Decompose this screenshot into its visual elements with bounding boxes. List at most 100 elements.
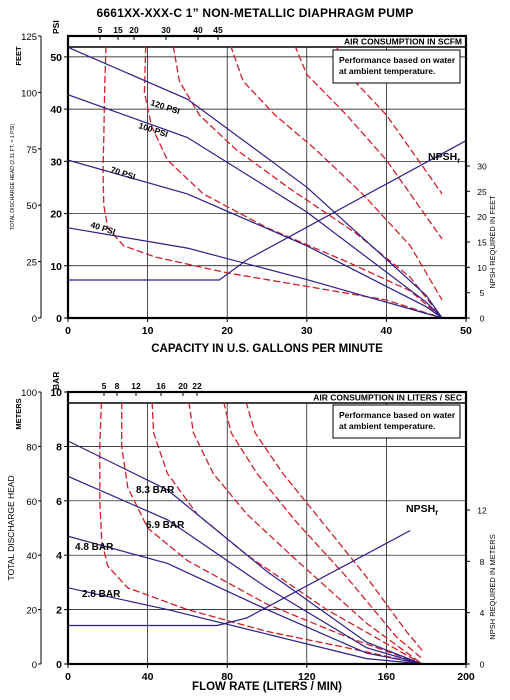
chart2-pressure-label: 4.8 BAR bbox=[75, 542, 114, 553]
chart2-right-tick-label: 0 bbox=[480, 660, 485, 670]
chart1-left-axis-2-label: PSI bbox=[51, 20, 61, 34]
chart1-right-tick-label: 25 bbox=[477, 187, 487, 197]
chart1-npsh-label: NPSHr bbox=[428, 151, 460, 165]
chart2-top-axis-label: AIR CONSUMPTION IN LITERS / SEC bbox=[313, 393, 462, 403]
chart1-npsh-label-main: NPSH bbox=[428, 151, 457, 163]
chart2-pressure-label: 8.3 BAR bbox=[136, 485, 175, 496]
chart1-x-axis-label: CAPACITY IN U.S. GALLONS PER MINUTE bbox=[151, 343, 383, 355]
chart1-pressure-curve bbox=[68, 47, 443, 318]
chart1-right-tick-label: 10 bbox=[477, 263, 487, 273]
chart1-air-curve-15 bbox=[143, 47, 443, 318]
chart2-left-2-tick-label: 8 bbox=[56, 441, 62, 453]
chart1-right-tick-label: 5 bbox=[480, 288, 485, 298]
chart2-x-tick-label: 120 bbox=[298, 671, 316, 683]
chart2-left-1-tick-label: 20 bbox=[26, 606, 37, 617]
chart2-x-axis-label: FLOW RATE (LITERS / MIN) bbox=[192, 681, 342, 693]
chart2-right-tick-label: 12 bbox=[477, 506, 487, 516]
chart1-top-tick-label: 5 bbox=[98, 25, 103, 35]
chart1-left-1-tick-label: 100 bbox=[21, 88, 37, 99]
chart1-left-1-tick-label: 125 bbox=[21, 32, 37, 43]
chart1-x-tick-label: 20 bbox=[221, 325, 233, 337]
chart1-x-tick-label: 10 bbox=[142, 325, 154, 337]
chart2-left-1-tick-label: 40 bbox=[26, 551, 37, 562]
chart1-left-2-tick-label: 0 bbox=[56, 313, 62, 325]
chart2-air-curve-22 bbox=[245, 403, 423, 651]
chart2-top-tick-label: 16 bbox=[156, 381, 166, 391]
chart2-top-tick-label: 5 bbox=[102, 381, 107, 391]
chart2-npsh-label-main: NPSH bbox=[406, 503, 435, 515]
chart2-pressure-curve bbox=[68, 587, 423, 664]
chart1-air-curve-30 bbox=[230, 47, 443, 301]
chart2-left-axis-1-label: METERS bbox=[14, 398, 23, 429]
chart2-frame bbox=[66, 390, 468, 666]
chart1-top-tick-label: 40 bbox=[193, 25, 203, 35]
chart2-left-side-label: TOTAL DISCHARGE HEAD bbox=[6, 475, 16, 580]
chart1-left-1-tick-label: 50 bbox=[26, 201, 37, 212]
chart2-left-1-tick-label: 80 bbox=[26, 442, 37, 453]
chart2-top-tick-label: 20 bbox=[178, 381, 188, 391]
chart1-x-tick-label: 40 bbox=[381, 325, 393, 337]
chart2-note-line: at ambient temperature. bbox=[339, 421, 435, 431]
chart1-note-line: Performance based on water bbox=[339, 55, 456, 65]
chart2-pressure-label: 2.8 BAR bbox=[82, 589, 121, 600]
chart1-top-tick-label: 20 bbox=[129, 25, 139, 35]
chart2-top-tick-label: 8 bbox=[115, 381, 120, 391]
chart1-x-tick-label: 50 bbox=[460, 325, 472, 337]
chart1-left-axis-1-label: FEET bbox=[14, 46, 23, 66]
chart1-air-curve-20 bbox=[172, 47, 443, 318]
chart2-air-curve-8 bbox=[121, 403, 423, 664]
chart1-pressure-label: 100 PSI bbox=[137, 120, 169, 139]
chart2-x-tick-label: 200 bbox=[457, 671, 475, 683]
chart2-pressure-curve bbox=[68, 475, 423, 664]
chart1-left-1-tick-label: 25 bbox=[26, 258, 37, 269]
chart2-pressure-curve bbox=[68, 535, 423, 664]
chart2-air-curve-16 bbox=[188, 403, 423, 664]
chart2-right-axis-label: NPSH REQUIRED IN METERS bbox=[488, 534, 497, 639]
chart2-right-tick-label: 4 bbox=[480, 608, 485, 618]
chart2-air-curve-5 bbox=[99, 403, 423, 664]
chart1-top-axis-label: AIR CONSUMPTION IN SCFM bbox=[344, 37, 462, 47]
chart1-pressure-curve bbox=[68, 159, 443, 318]
chart2-x-tick-label: 0 bbox=[65, 671, 71, 683]
chart1-x-tick-label: 30 bbox=[301, 325, 313, 337]
chart1-right-tick-label: 20 bbox=[477, 212, 487, 222]
chart1-left-1-tick-label: 75 bbox=[26, 145, 37, 156]
chart1-x-tick-label: 0 bbox=[65, 325, 71, 337]
chart1-left-2-tick-label: 20 bbox=[50, 209, 62, 221]
chart2-left-1-tick-label: 60 bbox=[26, 497, 37, 508]
chart2-x-tick-label: 40 bbox=[142, 671, 154, 683]
chart1-pressure-curve bbox=[68, 227, 443, 318]
chart1-frame bbox=[66, 34, 468, 320]
chart2-note-line: Performance based on water bbox=[339, 410, 456, 420]
chart1-pressure-curve bbox=[68, 94, 443, 318]
chart1-npsh-label-sub: r bbox=[457, 156, 460, 165]
chart2-pressure-label: 6.9 BAR bbox=[146, 520, 185, 531]
chart1-right-tick-label: 0 bbox=[480, 314, 485, 324]
chart2-npsh-label: NPSHr bbox=[406, 503, 438, 517]
page-title: 6661XX-XXX-C 1” NON-METALLIC DIAPHRAGM P… bbox=[96, 6, 414, 20]
chart2-left-1-tick-label: 0 bbox=[32, 660, 37, 671]
chart1-pressure-label: 120 PSI bbox=[149, 97, 181, 116]
chart2-top-tick-label: 22 bbox=[192, 381, 202, 391]
chart1-right-axis-label: NPSH REQUIRED IN FEET bbox=[488, 195, 497, 289]
chart2-pressure-curve bbox=[68, 440, 423, 664]
chart2-npsh-curve bbox=[68, 529, 411, 627]
chart2-left-2-tick-label: 10 bbox=[50, 387, 62, 399]
chart2-left-axis-2-label: BAR bbox=[51, 372, 61, 390]
chart1-top-tick-label: 45 bbox=[213, 25, 223, 35]
chart1-left-2-tick-label: 30 bbox=[50, 156, 62, 168]
chart1-note-box bbox=[332, 49, 461, 84]
chart1-left-1-tick-label: 0 bbox=[32, 314, 37, 325]
chart1-right-tick-label: 15 bbox=[477, 238, 487, 248]
chart2-left-2-tick-label: 0 bbox=[56, 659, 62, 671]
chart1-left-side-label: TOTAL DISCHARGE HEAD (2.31 FT. = 1 PSI) bbox=[10, 124, 16, 231]
chart1-left-2-tick-label: 40 bbox=[50, 104, 62, 116]
chart2-npsh-label-sub: r bbox=[435, 508, 438, 517]
chart1-pressure-label: 70 PSI bbox=[109, 164, 136, 181]
chart2-curves bbox=[68, 403, 423, 664]
chart1-air-curve-5 bbox=[102, 47, 443, 318]
chart2-left-2-tick-label: 2 bbox=[56, 605, 62, 617]
chart2-left-1-tick-label: 100 bbox=[21, 388, 37, 399]
